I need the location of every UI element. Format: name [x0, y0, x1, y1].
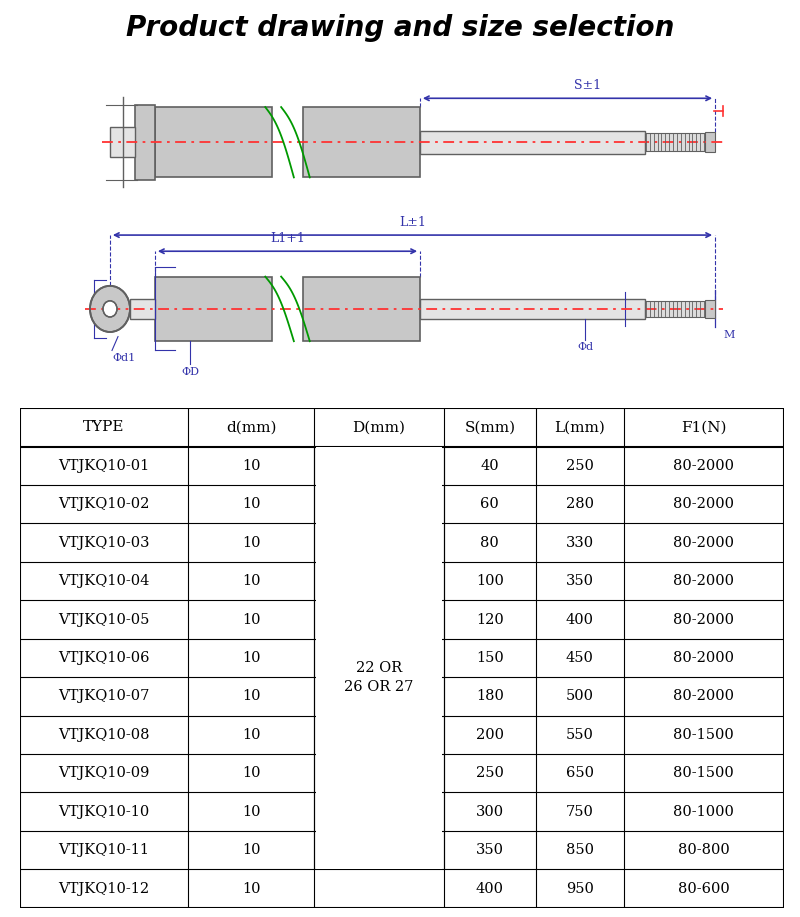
Bar	[303, 107, 420, 177]
Text: M: M	[723, 330, 734, 339]
Text: 80-1000: 80-1000	[674, 805, 734, 819]
Text: 10: 10	[242, 536, 260, 549]
Text: 180: 180	[476, 690, 504, 703]
Text: 80-800: 80-800	[678, 843, 730, 857]
Text: 80-600: 80-600	[678, 881, 730, 896]
Bar	[155, 107, 272, 177]
Text: 80-2000: 80-2000	[674, 651, 734, 665]
Text: VTJKQ10-09: VTJKQ10-09	[58, 767, 150, 780]
Text: VTJKQ10-04: VTJKQ10-04	[58, 574, 150, 588]
Text: F1(N): F1(N)	[681, 420, 726, 435]
Bar	[420, 299, 645, 319]
Text: L1+1: L1+1	[270, 233, 305, 246]
Bar	[155, 277, 272, 341]
Bar	[317, 447, 442, 869]
Text: 400: 400	[566, 613, 594, 626]
Text: VTJKQ10-03: VTJKQ10-03	[58, 536, 150, 549]
Text: 750: 750	[566, 805, 594, 819]
Text: 650: 650	[566, 767, 594, 780]
Text: 850: 850	[566, 843, 594, 857]
Text: 80: 80	[481, 536, 499, 549]
Text: 400: 400	[476, 881, 504, 896]
Text: 120: 120	[476, 613, 504, 626]
Text: 300: 300	[476, 805, 504, 819]
Text: Product drawing and size selection: Product drawing and size selection	[126, 15, 674, 42]
Bar	[645, 301, 705, 317]
Text: 80-2000: 80-2000	[674, 613, 734, 626]
Text: 150: 150	[476, 651, 504, 665]
Bar	[705, 132, 715, 152]
Text: 550: 550	[566, 728, 594, 742]
Text: 40: 40	[481, 458, 499, 473]
Text: VTJKQ10-11: VTJKQ10-11	[58, 843, 150, 857]
Bar	[705, 300, 715, 318]
Text: 280: 280	[566, 497, 594, 511]
Text: 22 OR: 22 OR	[356, 660, 402, 675]
Text: 10: 10	[242, 574, 260, 588]
Text: 350: 350	[476, 843, 504, 857]
Text: 26 OR 27: 26 OR 27	[344, 679, 414, 694]
Text: 80-1500: 80-1500	[674, 767, 734, 780]
Text: 200: 200	[476, 728, 504, 742]
Text: 10: 10	[242, 651, 260, 665]
Text: 250: 250	[566, 458, 594, 473]
Text: S±1: S±1	[574, 79, 601, 92]
Bar	[110, 127, 135, 158]
Text: 950: 950	[566, 881, 594, 896]
Text: 80-2000: 80-2000	[674, 574, 734, 588]
Text: 10: 10	[242, 728, 260, 742]
Bar	[135, 105, 155, 180]
Text: 10: 10	[242, 805, 260, 819]
Text: VTJKQ10-06: VTJKQ10-06	[58, 651, 150, 665]
Text: 450: 450	[566, 651, 594, 665]
Text: d(mm): d(mm)	[226, 420, 276, 435]
Text: VTJKQ10-07: VTJKQ10-07	[58, 690, 150, 703]
Text: 10: 10	[242, 767, 260, 780]
Text: L(mm): L(mm)	[554, 420, 605, 435]
Text: VTJKQ10-08: VTJKQ10-08	[58, 728, 150, 742]
Bar	[645, 134, 705, 151]
Text: 80-2000: 80-2000	[674, 497, 734, 511]
Circle shape	[103, 301, 117, 317]
Text: 10: 10	[242, 458, 260, 473]
Text: D(mm): D(mm)	[353, 420, 406, 435]
Text: 80-2000: 80-2000	[674, 690, 734, 703]
Text: 10: 10	[242, 497, 260, 511]
Text: 10: 10	[242, 690, 260, 703]
Text: 80-2000: 80-2000	[674, 536, 734, 549]
Text: 10: 10	[242, 613, 260, 626]
Text: Φd: Φd	[577, 342, 593, 352]
Bar	[420, 131, 645, 153]
Text: 60: 60	[481, 497, 499, 511]
Text: 500: 500	[566, 690, 594, 703]
Text: ΦD: ΦD	[181, 367, 199, 377]
Text: TYPE: TYPE	[83, 420, 125, 435]
Text: 350: 350	[566, 574, 594, 588]
Text: S(mm): S(mm)	[464, 420, 515, 435]
Bar	[130, 299, 155, 319]
Text: 80-2000: 80-2000	[674, 458, 734, 473]
Text: VTJKQ10-05: VTJKQ10-05	[58, 613, 150, 626]
Text: 250: 250	[476, 767, 504, 780]
Text: 100: 100	[476, 574, 504, 588]
Text: Φd1: Φd1	[112, 353, 135, 363]
Text: VTJKQ10-12: VTJKQ10-12	[58, 881, 150, 896]
Text: VTJKQ10-10: VTJKQ10-10	[58, 805, 150, 819]
Text: 330: 330	[566, 536, 594, 549]
Circle shape	[90, 286, 130, 332]
Text: 10: 10	[242, 881, 260, 896]
Text: L±1: L±1	[399, 216, 426, 229]
Text: VTJKQ10-01: VTJKQ10-01	[58, 458, 150, 473]
Text: 10: 10	[242, 843, 260, 857]
Text: VTJKQ10-02: VTJKQ10-02	[58, 497, 150, 511]
Bar	[303, 277, 420, 341]
Text: 80-1500: 80-1500	[674, 728, 734, 742]
